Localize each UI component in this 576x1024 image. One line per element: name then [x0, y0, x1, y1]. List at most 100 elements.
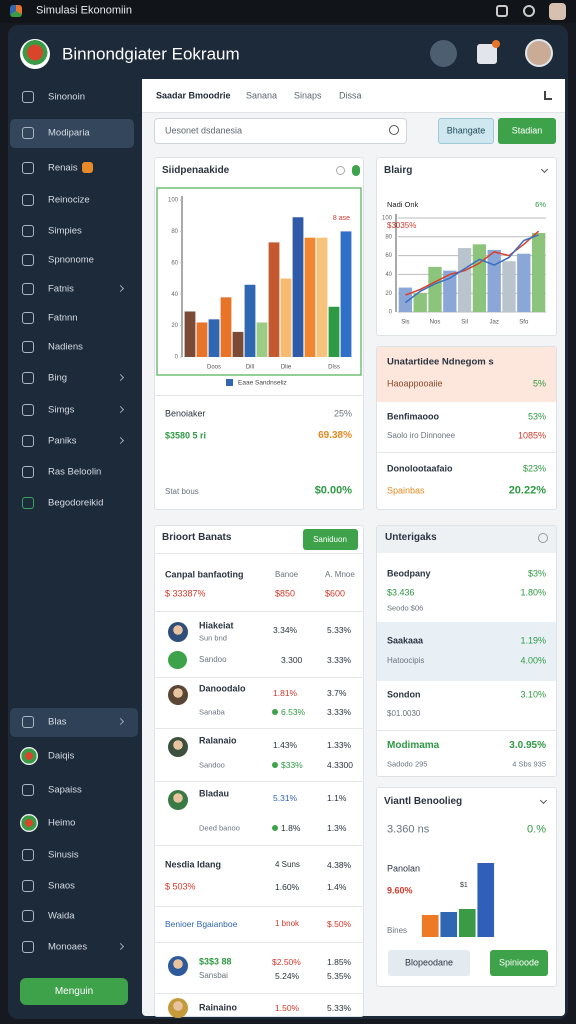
- sidebar-item[interactable]: Monoaes: [48, 941, 88, 953]
- sidebar-item[interactable]: Spnonome: [48, 254, 94, 266]
- status-dot: [272, 825, 278, 831]
- user-avatar[interactable]: [525, 39, 553, 67]
- x-tick-label: Sis: [401, 320, 409, 326]
- tab[interactable]: Sinaps: [294, 90, 322, 101]
- sidebar-item[interactable]: Fatnnn: [48, 312, 78, 324]
- sidebar-item[interactable]: Simpies: [48, 225, 82, 237]
- sidebar-item[interactable]: Sapaiss: [48, 784, 82, 796]
- x-tick-label: Nos: [430, 320, 441, 326]
- sidebar-item[interactable]: Fatnis: [48, 283, 74, 295]
- sidebar-icon[interactable]: [22, 784, 34, 796]
- sidebar-item[interactable]: Modiparia: [48, 127, 90, 139]
- y-tick-label: 40: [385, 272, 392, 278]
- sidebar-item[interactable]: Paniks: [48, 435, 77, 447]
- legend-label: Eaae Sandnseliz: [238, 380, 287, 387]
- sidebar-item[interactable]: Ras Beloolin: [48, 466, 102, 478]
- search-box[interactable]: [154, 118, 407, 144]
- sidebar-icon[interactable]: [22, 91, 34, 103]
- button-label[interactable]: Spinioode: [498, 957, 540, 968]
- sidebar-item[interactable]: Reinocize: [48, 194, 90, 206]
- sidebar-icon[interactable]: [22, 716, 34, 728]
- bar: [208, 319, 220, 357]
- status-icon[interactable]: [523, 5, 535, 17]
- chart-frame: [156, 187, 362, 376]
- sidebar-item[interactable]: Bing: [48, 372, 68, 384]
- sidebar-icon[interactable]: [22, 162, 34, 174]
- button-label[interactable]: Saniduon: [313, 535, 347, 544]
- sidebar-icon[interactable]: [22, 372, 34, 384]
- button[interactable]: [498, 118, 556, 144]
- tab[interactable]: Saadar Bmoodrie: [156, 90, 231, 101]
- sidebar-icon[interactable]: [22, 127, 34, 139]
- status-icon[interactable]: [496, 5, 508, 17]
- sidebar-item[interactable]: Nadiens: [48, 341, 83, 353]
- sidebar-icon[interactable]: [22, 466, 34, 478]
- tab[interactable]: Sanana: [246, 90, 278, 101]
- card-header: [377, 347, 556, 402]
- sidebar-item[interactable]: Snaos: [48, 880, 75, 892]
- sidebar-icon[interactable]: [22, 312, 34, 324]
- card-title: Brioort Banats: [162, 532, 232, 543]
- button-label[interactable]: Menguin: [54, 986, 94, 997]
- sidebar-icon[interactable]: [22, 225, 34, 237]
- sidebar-icon[interactable]: [22, 283, 34, 295]
- cell: 3.34%: [273, 624, 298, 635]
- button-label[interactable]: Bhangate: [446, 125, 486, 136]
- divider: [154, 845, 364, 846]
- bar: [443, 270, 457, 312]
- sidebar-item[interactable]: Simgs: [48, 404, 75, 416]
- sidebar-icon[interactable]: [22, 194, 34, 206]
- sidebar-icon[interactable]: [22, 880, 34, 892]
- sidebar-button[interactable]: [20, 978, 128, 1005]
- sidebar-item[interactable]: Sinusis: [48, 849, 79, 861]
- sidebar-item[interactable]: Heimo: [48, 817, 76, 829]
- header-icon[interactable]: [477, 44, 497, 64]
- sidebar-avatar[interactable]: [20, 747, 38, 765]
- sidebar-item[interactable]: Sinonoin: [48, 91, 85, 103]
- bar: [428, 266, 442, 312]
- cell: $ 503%: [165, 881, 196, 892]
- sidebar-avatar[interactable]: [20, 814, 38, 832]
- sidebar-icon[interactable]: [22, 849, 34, 861]
- card-title: Viantl Benoolieg: [384, 796, 463, 807]
- sidebar-icon[interactable]: [22, 341, 34, 353]
- row-sub: Sun bnd: [199, 633, 227, 643]
- bar: [292, 217, 304, 357]
- sidebar-icon[interactable]: [22, 435, 34, 447]
- sidebar-icon[interactable]: [22, 497, 34, 509]
- cell: 1.43%: [273, 739, 298, 750]
- button-label[interactable]: Stadian: [511, 125, 543, 136]
- stat-value: 9.60%: [387, 885, 413, 896]
- button[interactable]: [438, 118, 494, 144]
- bar: [256, 322, 268, 357]
- cell: 1.3%: [327, 822, 347, 833]
- bar: [487, 249, 501, 312]
- row-name: Bladau: [199, 788, 230, 799]
- stat-label: Saakaaa: [387, 635, 424, 646]
- card-icon: [538, 533, 548, 543]
- sidebar-icon[interactable]: [22, 254, 34, 266]
- sidebar-item[interactable]: Blas: [48, 716, 67, 728]
- stat-label: Hatoocipis: [387, 656, 425, 665]
- button[interactable]: [388, 950, 470, 976]
- sidebar-item[interactable]: Renais: [48, 162, 78, 174]
- row-sub: Sanaba: [199, 707, 225, 717]
- tab-icon[interactable]: [544, 91, 552, 100]
- sidebar-icon[interactable]: [22, 404, 34, 416]
- stat-label: Donolootaafaio: [387, 463, 453, 474]
- cell: 4.38%: [327, 859, 352, 870]
- button[interactable]: [303, 529, 358, 550]
- cell: $33%: [281, 759, 303, 770]
- button[interactable]: [490, 950, 548, 976]
- sidebar-icon[interactable]: [22, 941, 34, 953]
- status-avatar[interactable]: [549, 3, 566, 20]
- bar: [196, 322, 208, 357]
- sidebar-item[interactable]: Waida: [48, 910, 75, 922]
- sidebar-item[interactable]: Begodoreikid: [48, 497, 104, 509]
- stat-label: Sadodo 295: [387, 759, 428, 769]
- tab[interactable]: Dissa: [339, 90, 362, 101]
- button-label[interactable]: Blopeodane: [404, 957, 454, 968]
- sidebar-icon[interactable]: [22, 910, 34, 922]
- header-icon[interactable]: [430, 40, 457, 67]
- sidebar-item[interactable]: Daiqis: [48, 750, 75, 762]
